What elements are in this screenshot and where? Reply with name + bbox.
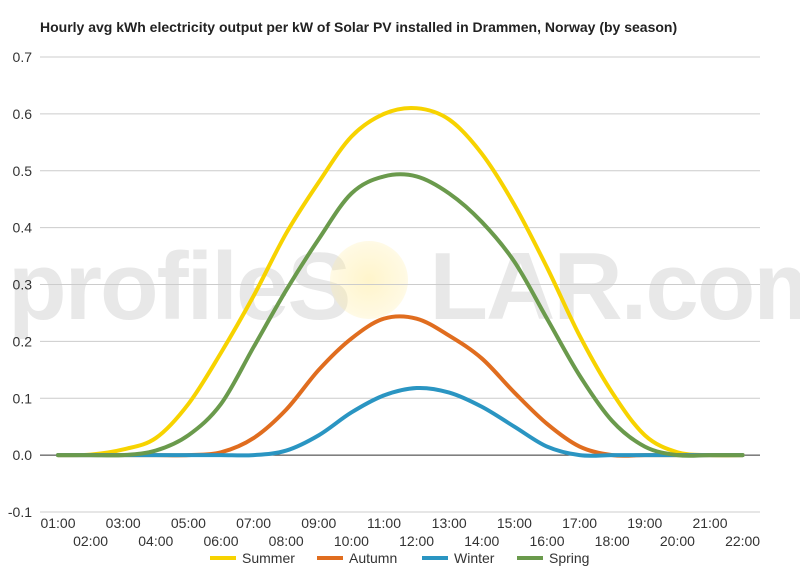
x-tick-label: 12:00: [399, 533, 434, 549]
y-tick-label: 0.1: [13, 390, 33, 406]
x-tick-label: 10:00: [334, 533, 369, 549]
y-tick-label: 0.7: [13, 49, 33, 65]
y-tick-label: 0.3: [13, 277, 33, 293]
y-tick-label: 0.6: [13, 106, 33, 122]
x-tick-label: 07:00: [236, 515, 271, 531]
x-tick-label: 01:00: [40, 515, 75, 531]
series-layer: [56, 105, 745, 458]
legend: Summer Autumn Winter Spring: [210, 550, 589, 566]
x-tick-label: 20:00: [660, 533, 695, 549]
y-tick-label: -0.1: [8, 504, 32, 520]
x-tick-label: 18:00: [595, 533, 630, 549]
legend-label-winter: Winter: [454, 550, 495, 566]
x-axis-ticks: 01:00 02:00 03:00 04:00 05:00 06:00 07:00 08:00…: [40, 515, 760, 549]
x-tick-label: 02:00: [73, 533, 108, 549]
y-tick-label: 0.2: [13, 333, 33, 349]
x-tick-label: 11:00: [367, 515, 401, 531]
x-tick-label: 08:00: [269, 533, 304, 549]
y-axis-ticks: -0.1 0.0 0.1 0.2 0.3 0.4 0.5 0.6 0.7: [8, 49, 32, 520]
x-tick-label: 14:00: [464, 533, 499, 549]
x-tick-label: 17:00: [562, 515, 597, 531]
y-tick-label: 0.4: [13, 220, 33, 236]
x-tick-label: 16:00: [529, 533, 564, 549]
legend-label-summer: Summer: [242, 550, 295, 566]
x-tick-label: 13:00: [432, 515, 467, 531]
chart-title: Hourly avg kWh electricity output per kW…: [40, 19, 678, 35]
y-tick-label: 0.5: [13, 163, 33, 179]
series-line-winter: [56, 385, 745, 458]
x-tick-label: 15:00: [497, 515, 532, 531]
series-line-spring: [56, 172, 745, 458]
x-tick-label: 06:00: [203, 533, 238, 549]
x-tick-label: 09:00: [301, 515, 336, 531]
y-tick-label: 0.0: [13, 447, 33, 463]
x-tick-label: 22:00: [725, 533, 760, 549]
x-tick-label: 21:00: [692, 515, 727, 531]
x-tick-label: 03:00: [106, 515, 141, 531]
x-tick-label: 19:00: [627, 515, 662, 531]
x-tick-label: 04:00: [138, 533, 173, 549]
x-tick-label: 05:00: [171, 515, 206, 531]
legend-label-spring: Spring: [549, 550, 589, 566]
series-line-summer: [56, 105, 745, 458]
legend-label-autumn: Autumn: [349, 550, 397, 566]
